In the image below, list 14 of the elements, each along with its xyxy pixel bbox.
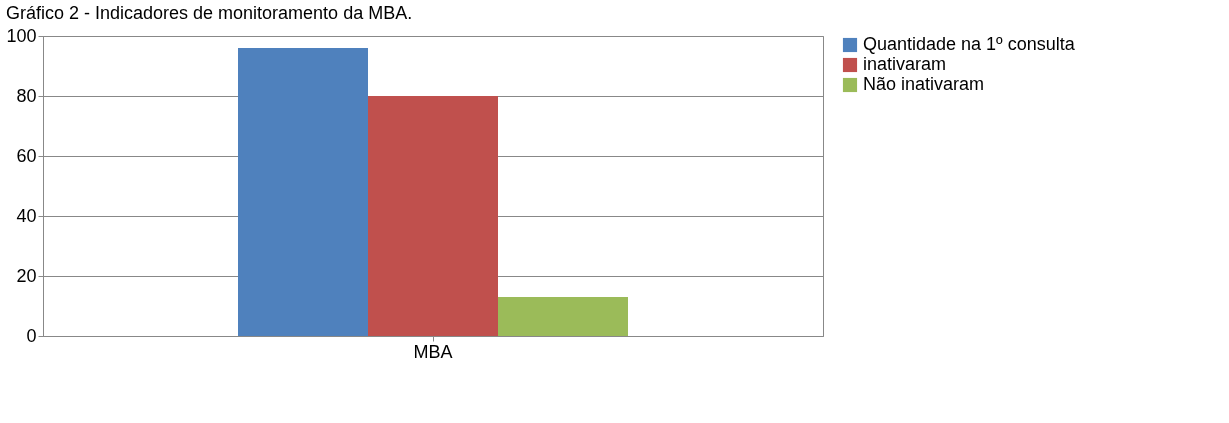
bar: [498, 297, 628, 336]
y-tick-label: 60: [16, 145, 37, 166]
y-tick-label: 0: [26, 325, 37, 346]
y-tick-label: 20: [16, 265, 37, 286]
legend-label: inativaram: [863, 54, 947, 74]
chart-title: Gráfico 2 - Indicadores de monitoramento da MBA.: [5, 3, 413, 23]
bar: [368, 96, 498, 336]
x-tick-label: MBA: [413, 341, 453, 362]
y-tick-label: 40: [16, 205, 37, 226]
bar: [238, 48, 368, 336]
legend-label: Não inativaram: [863, 74, 985, 94]
y-tick-label: 100: [6, 25, 37, 46]
y-tick-label: 80: [16, 85, 37, 106]
legend-label: Quantidade na 1º consulta: [863, 34, 1076, 54]
